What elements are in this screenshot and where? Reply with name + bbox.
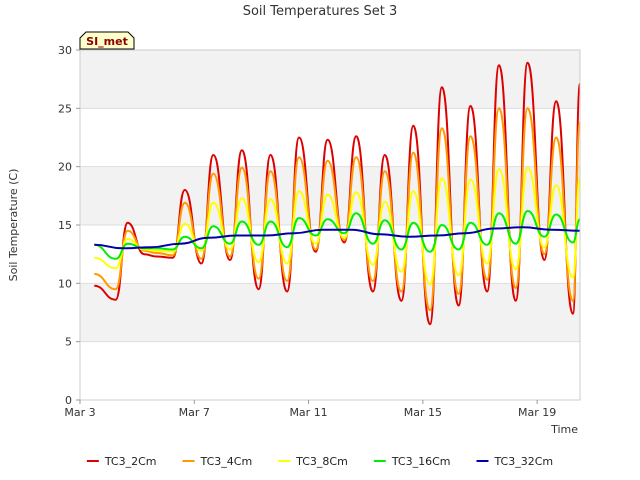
series-lines [94, 61, 581, 326]
series-line-tc3-8cm [94, 166, 581, 286]
x-axis-label: Time [550, 423, 578, 436]
chart-title: Soil Temperatures Set 3 [243, 4, 398, 19]
y-tick-label: 20 [58, 161, 72, 174]
y-axis-label: Soil Temperature (C) [7, 169, 20, 282]
x-tick-label: Mar 15 [404, 406, 442, 419]
axes: 0 5 10 15 20 25 30 Mar 3 Mar 7 Mar 11 Mar 15 Mar 19 [58, 44, 581, 419]
grid-band [80, 50, 580, 109]
legend-item-tc3-32cm: TC3_32Cm [476, 455, 553, 468]
legend-label: TC3_16Cm [391, 455, 451, 468]
legend-label: TC3_8Cm [295, 455, 348, 468]
badge-label: SI_met [86, 35, 128, 48]
legend-item-tc3-16cm: TC3_16Cm [373, 455, 451, 468]
x-tick-label: Mar 7 [179, 406, 210, 419]
series-line-tc3-32cm [94, 226, 581, 250]
y-tick-label: 10 [58, 277, 72, 290]
y-tick-label: 0 [65, 394, 72, 407]
legend-label: TC3_2Cm [104, 455, 157, 468]
y-tick-label: 25 [58, 102, 72, 115]
x-tick-label: Mar 3 [64, 406, 95, 419]
x-tick-label: Mar 19 [518, 406, 556, 419]
legend-item-tc3-2cm: TC3_2Cm [86, 455, 157, 468]
legend-item-tc3-4cm: TC3_4Cm [182, 455, 253, 468]
series-line-tc3-16cm [94, 210, 581, 260]
legend-item-tc3-8cm: TC3_8Cm [278, 455, 348, 468]
station-badge: SI_met [79, 31, 135, 50]
legend: TC3_2Cm TC3_4Cm TC3_8Cm TC3_16Cm TC3_32Cm [86, 455, 553, 468]
y-tick-label: 5 [65, 336, 72, 349]
legend-label: TC3_4Cm [200, 455, 253, 468]
y-tick-label: 30 [58, 44, 72, 57]
badge-shape [79, 31, 135, 50]
grid-band [80, 283, 580, 342]
y-tick-label: 15 [58, 219, 72, 232]
legend-label: TC3_32Cm [493, 455, 553, 468]
x-tick-label: Mar 11 [289, 406, 327, 419]
